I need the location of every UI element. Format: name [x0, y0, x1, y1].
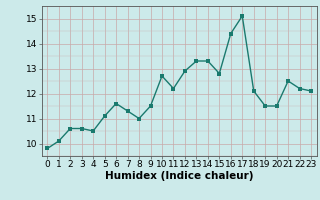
X-axis label: Humidex (Indice chaleur): Humidex (Indice chaleur)	[105, 171, 253, 181]
